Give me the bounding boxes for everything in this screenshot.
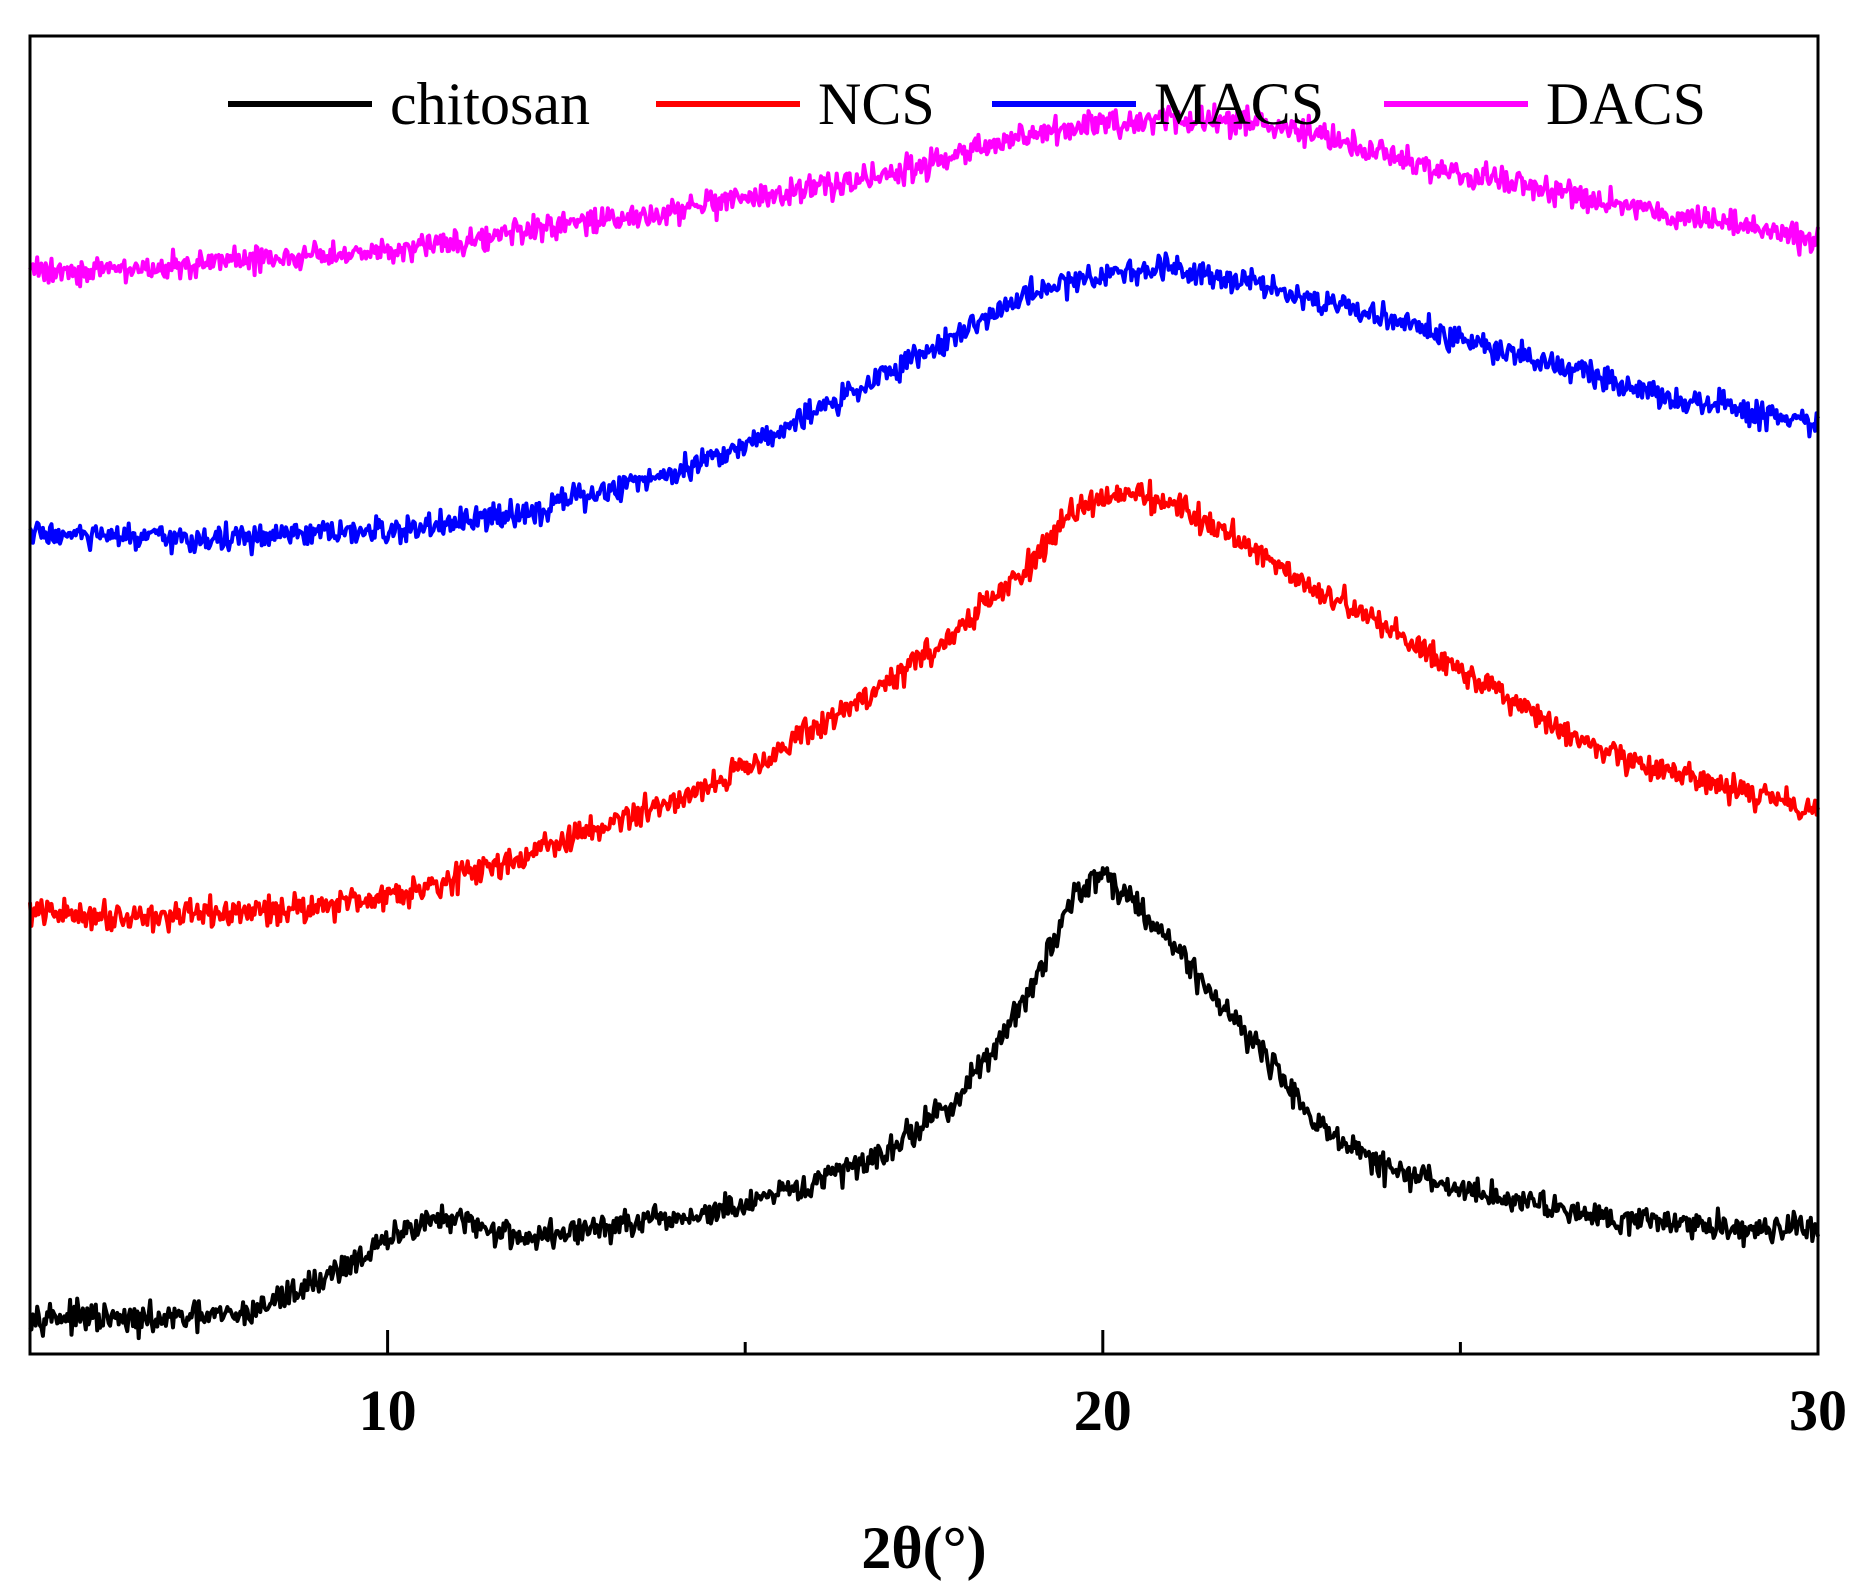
legend-label-dacs: DACS: [1546, 71, 1706, 137]
legend-label-ncs: NCS: [818, 71, 935, 137]
legend-label-chitosan: chitosan: [390, 71, 590, 137]
series-layer: [28, 102, 1820, 1341]
x-axis: 10 20 30: [359, 1330, 1847, 1443]
series-line-chitosan: [28, 866, 1820, 1341]
legend: chitosan NCS MACS DACS: [228, 71, 1706, 137]
x-axis-title: 2θ(°): [861, 1515, 986, 1581]
x-tick-label: 20: [1074, 1378, 1132, 1443]
series-line-dacs: [28, 102, 1820, 289]
series-line-macs: [28, 251, 1820, 557]
series-line-ncs: [28, 478, 1820, 934]
plot-frame: [28, 34, 1820, 1356]
x-tick-label: 30: [1789, 1378, 1847, 1443]
legend-label-macs: MACS: [1154, 71, 1324, 137]
x-tick-label: 10: [359, 1378, 417, 1443]
